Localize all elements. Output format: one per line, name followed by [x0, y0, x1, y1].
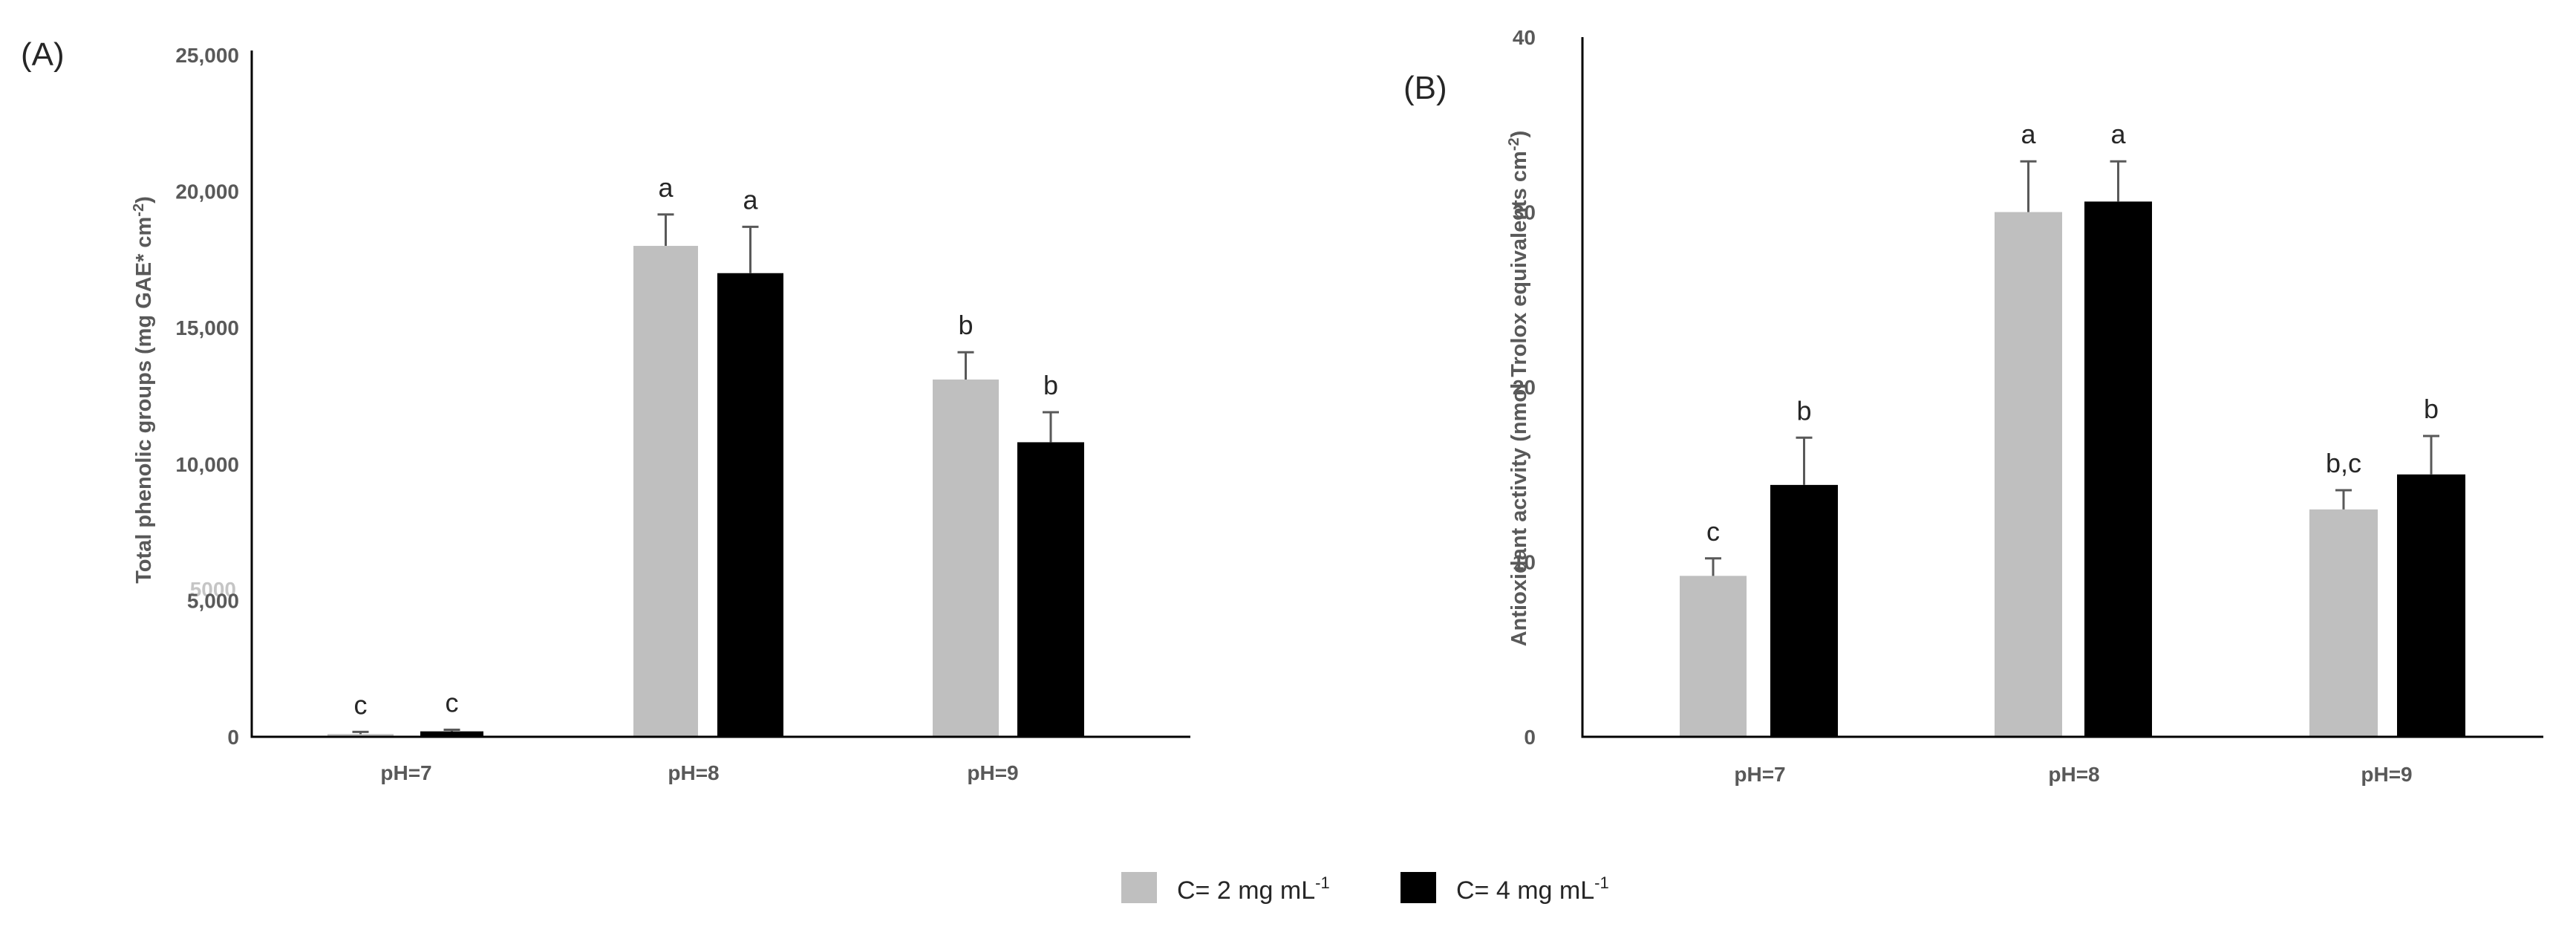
bars-b: c b a a b,c b: [1680, 119, 2465, 737]
x-tick-label-b: pH=9: [2361, 763, 2412, 786]
stray-tick-text: 5000: [190, 578, 236, 601]
bar-ph7-s2: [420, 731, 483, 737]
legend-swatch-2mg: [1121, 872, 1157, 903]
x-tick-label-b: pH=7: [1734, 763, 1785, 786]
bar-ph7-s2: [1770, 484, 1838, 737]
y-tick-label-b: 40: [1513, 26, 1536, 49]
significance-label-ph9-s1: b: [958, 310, 973, 340]
y-axis-label-b: Antioxidant activity (nmol Trolox equiva…: [1506, 131, 1531, 647]
error-bar-ph8-s1: [657, 213, 674, 247]
axes-a: [250, 51, 1190, 738]
y-tick-label-b: 20: [1513, 376, 1536, 399]
x-tick-labels-a: pH=7 pH=8 pH=9: [380, 761, 1018, 784]
error-bar-ph9-s2: [2423, 435, 2439, 475]
y-tick-label-b: 10: [1513, 551, 1536, 574]
x-tick-label-b: pH=8: [2048, 763, 2099, 786]
x-tick-label-a: pH=9: [967, 761, 1018, 784]
significance-label-ph7-s1: c: [1706, 516, 1720, 547]
y-tick-label-a: 10,000: [175, 453, 239, 476]
legend-label-2mg: C= 2 mg mL-1: [1177, 873, 1330, 905]
chart-panel-a: (A) Total phenolic groups (mg GAE* cm-2)…: [21, 36, 1190, 784]
y-tick-label-b: 0: [1524, 726, 1536, 749]
bar-ph7-s1: [1680, 576, 1747, 737]
bar-ph9-s1: [933, 379, 999, 737]
error-bar-ph7-s1: [352, 730, 369, 735]
x-tick-labels-b: pH=7 pH=8 pH=9: [1734, 763, 2412, 786]
legend: C= 2 mg mL-1 C= 4 mg mL-1: [1121, 872, 1609, 905]
error-bar-ph8-s2: [742, 225, 759, 273]
error-bar-ph9-s1: [957, 351, 974, 380]
bar-ph8-s1: [633, 246, 698, 737]
significance-label-ph7-s1: c: [354, 689, 368, 720]
significance-label-ph7-s2: c: [446, 687, 459, 717]
legend-label-4mg: C= 4 mg mL-1: [1456, 873, 1609, 905]
error-bar-ph9-s1: [2335, 489, 2352, 510]
y-tick-labels-b: 0 10 20 30 40: [1513, 26, 1536, 749]
bar-ph9-s1: [2309, 509, 2378, 737]
legend-swatch-4mg: [1401, 872, 1436, 903]
y-tick-label-a: 0: [227, 726, 239, 749]
significance-label-ph8-s2: a: [2110, 119, 2126, 149]
significance-label-ph8-s1: a: [2021, 119, 2036, 149]
y-tick-label-a: 15,000: [175, 316, 239, 339]
panel-label-b: (B): [1403, 70, 1447, 106]
error-bar-ph9-s2: [1043, 411, 1059, 443]
y-tick-label-a: 20,000: [175, 180, 239, 204]
bar-ph7-s1: [327, 734, 394, 737]
error-bar-ph8-s2: [2110, 160, 2127, 202]
chart-panel-b: (B) Antioxidant activity (nmol Trolox eq…: [1403, 26, 2543, 786]
significance-label-ph9-s1: b,c: [2326, 448, 2361, 478]
axes-b: [1581, 37, 2543, 738]
bar-ph8-s2: [2084, 201, 2152, 737]
error-bar-ph7-s2: [443, 728, 460, 732]
bar-ph8-s2: [717, 273, 783, 737]
bar-ph8-s1: [1995, 212, 2062, 737]
error-bar-ph7-s2: [1796, 436, 1813, 485]
y-tick-label-a: 5,000: [187, 589, 239, 612]
panel-label-a: (A): [21, 36, 65, 73]
significance-label-ph9-s2: b: [1043, 370, 1058, 400]
error-bar-ph7-s1: [1705, 557, 1721, 576]
significance-label-ph8-s2: a: [743, 184, 758, 215]
y-tick-label-b: 30: [1513, 201, 1536, 224]
bar-ph9-s2: [2397, 474, 2465, 737]
error-bar-ph8-s1: [2020, 160, 2037, 212]
x-tick-label-a: pH=7: [380, 761, 431, 784]
significance-label-ph8-s1: a: [658, 172, 674, 203]
bar-ph9-s2: [1017, 442, 1084, 737]
y-tick-labels-a: 0 5,000 10,000 15,000 20,000 25,000: [175, 44, 239, 749]
significance-label-ph9-s2: b: [2424, 394, 2439, 424]
x-tick-label-a: pH=8: [668, 761, 719, 784]
y-tick-label-a: 25,000: [175, 44, 239, 67]
significance-label-ph7-s2: b: [1796, 395, 1811, 426]
y-axis-label-a: Total phenolic groups (mg GAE* cm-2): [131, 196, 156, 584]
bars-a: c c a a b b: [327, 172, 1084, 737]
